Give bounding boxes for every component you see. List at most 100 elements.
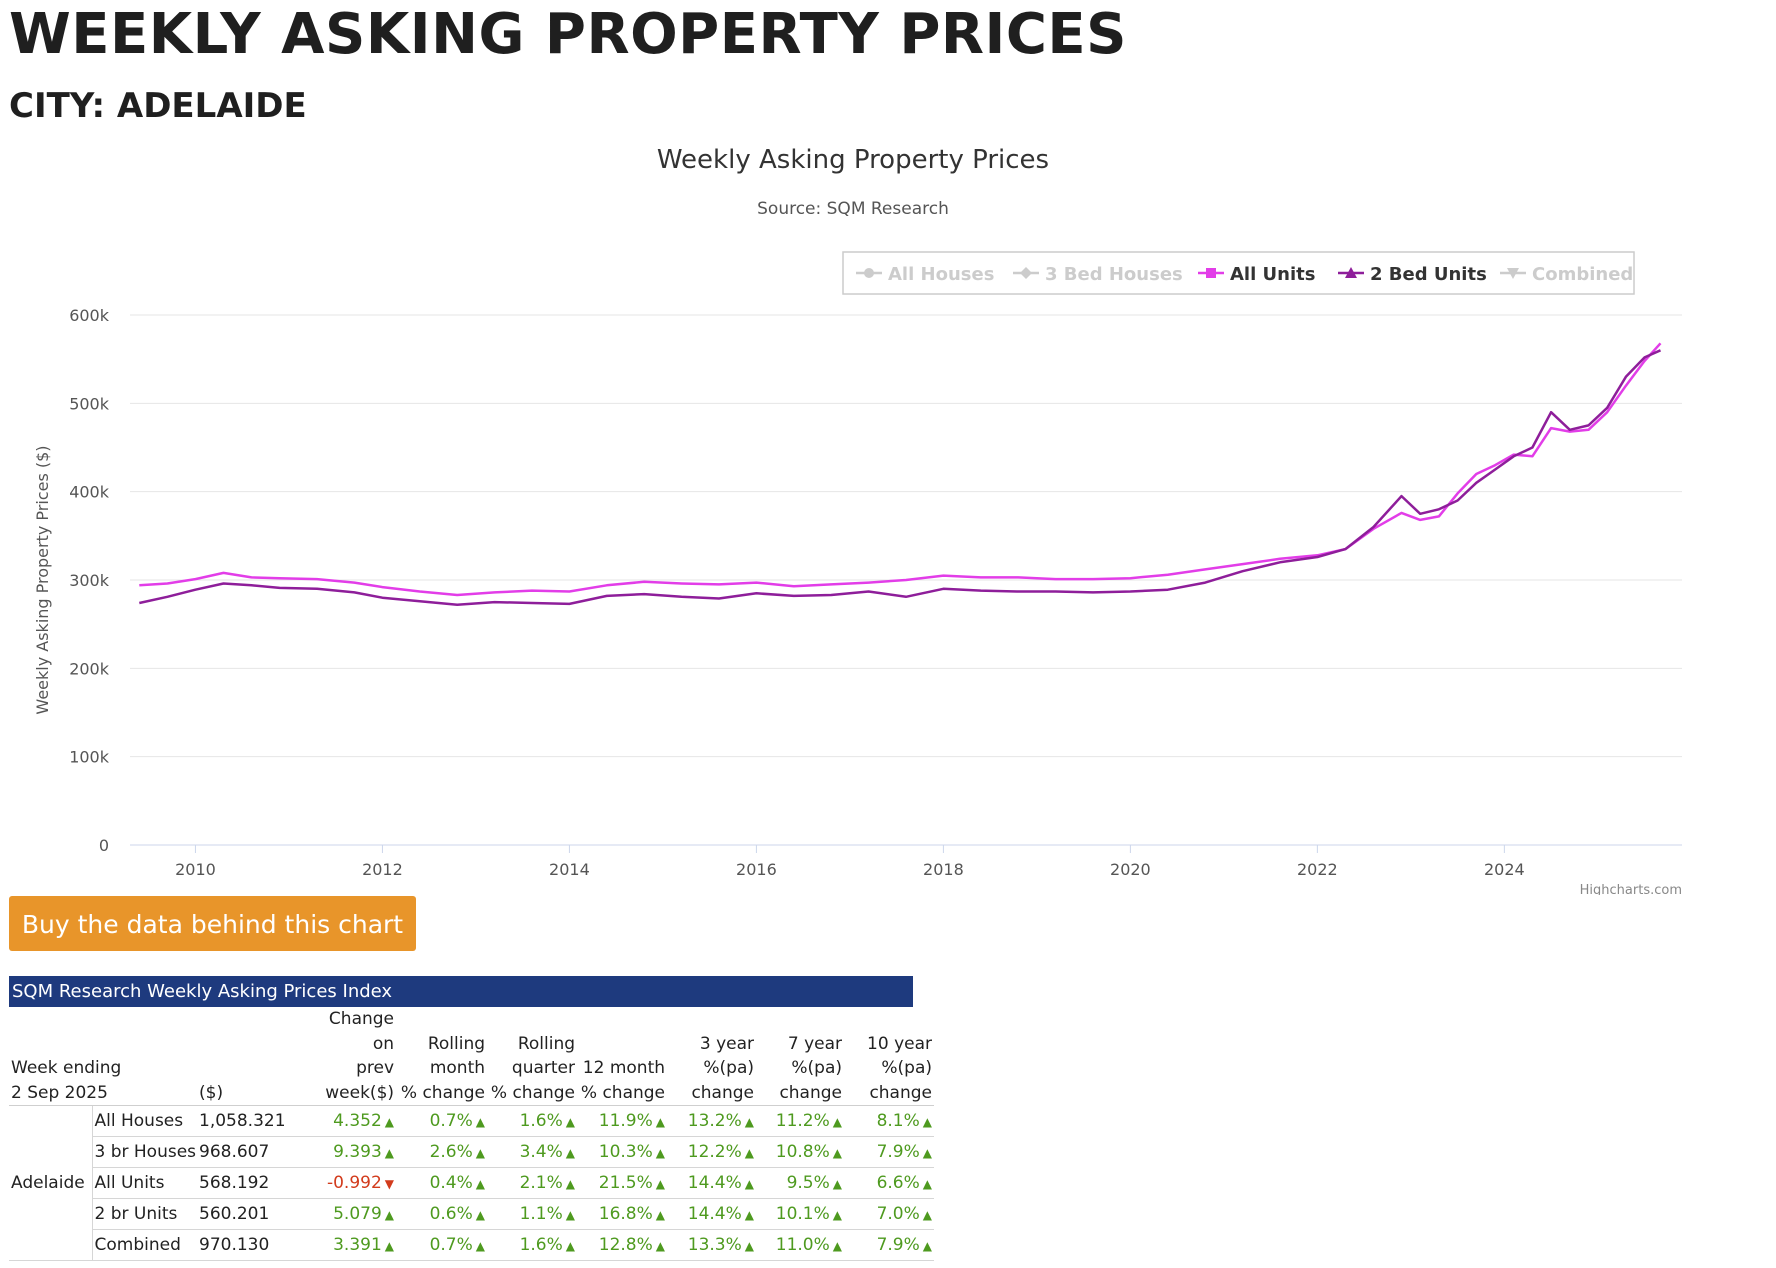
arrow-up-icon: ▲: [832, 1177, 843, 1191]
legend-item-0[interactable]: All Houses: [856, 264, 994, 285]
buy-data-button[interactable]: Buy the data behind this chart: [9, 896, 416, 951]
price-cell: 560.201: [197, 1198, 306, 1230]
arrow-up-icon: ▲: [922, 1177, 933, 1191]
legend-item-1[interactable]: 3 Bed Houses: [1013, 264, 1183, 285]
asking-prices-table: SQM Research Weekly Asking Prices Index …: [9, 976, 935, 1261]
month-change-cell-value: 0.7%: [429, 1235, 473, 1255]
month-change-cell: 0.4% ▲: [396, 1167, 488, 1199]
legend-label: 2 Bed Units: [1370, 264, 1487, 285]
legend-label: 3 Bed Houses: [1045, 264, 1183, 285]
arrow-up-icon: ▲: [565, 1146, 576, 1160]
week-change-cell-value: 9.393: [333, 1142, 382, 1162]
y3-change-cell-value: 13.3%: [687, 1235, 742, 1255]
week-change-cell: 4.352 ▲: [305, 1105, 397, 1137]
legend-item-3[interactable]: 2 Bed Units: [1338, 264, 1487, 285]
y-tick-label: 600k: [69, 306, 110, 325]
arrow-up-icon: ▲: [744, 1239, 755, 1253]
arrow-up-icon: ▲: [744, 1115, 755, 1129]
x-axis-ticks: 2010 2012 2014 2016 2018 2020 2022 2024: [175, 845, 1525, 879]
x-tick-label: 2022: [1297, 860, 1338, 879]
y7-change-cell-value: 11.0%: [775, 1235, 830, 1255]
property-type-cell: 2 br Units: [92, 1198, 198, 1230]
y7-change-cell: 10.8% ▲: [756, 1136, 845, 1168]
arrow-up-icon: ▲: [475, 1115, 486, 1129]
arrow-up-icon: ▲: [922, 1146, 933, 1160]
week-ending-header: Week ending 2 Sep 2025: [9, 1007, 198, 1106]
y10-change-cell-value: 7.9%: [876, 1142, 920, 1162]
y-axis-ticks: 0 100k 200k 300k 400k 500k 600k: [69, 306, 110, 855]
quarter-change-cell: 1.6% ▲: [487, 1105, 578, 1137]
m12-change-cell-value: 21.5%: [598, 1173, 653, 1193]
chart-subtitle: Source: SQM Research: [757, 199, 949, 219]
y3-change-cell-value: 14.4%: [687, 1204, 742, 1224]
city-cell: Adelaide: [9, 1105, 93, 1261]
arrow-up-icon: ▲: [565, 1239, 576, 1253]
y7-change-cell-value: 9.5%: [786, 1173, 830, 1193]
table-row: Adelaide All Houses 1,058.321 4.352 ▲ 0.7% ▲ 1.…: [9, 1105, 935, 1261]
quarter-change-cell-value: 3.4%: [519, 1142, 563, 1162]
arrow-up-icon: ▲: [922, 1115, 933, 1129]
y-tick-label: 200k: [69, 659, 110, 678]
arrow-up-icon: ▲: [475, 1208, 486, 1222]
y10-change-cell: 8.1% ▲: [844, 1105, 935, 1137]
x-tick-label: 2010: [175, 860, 216, 879]
table-row: 2 br Units 560.201 5.079 ▲ 0.6% ▲ 1.1% ▲ 16.8% ▲ 1…: [9, 1198, 935, 1230]
price-cell: 970.130: [197, 1229, 306, 1261]
chart-series: [139, 342, 1662, 606]
week-change-cell: -0.992 ▼: [305, 1167, 397, 1199]
quarter-change-cell-value: 1.6%: [519, 1111, 563, 1131]
square-marker-icon: [1206, 268, 1216, 278]
x-tick-label: 2012: [362, 860, 403, 879]
chart-legend[interactable]: All Houses 3 Bed Houses All Units 2 Bed Uni…: [842, 251, 1635, 295]
price-cell: 968.607: [197, 1136, 306, 1168]
y7-change-cell-value: 11.2%: [775, 1111, 830, 1131]
week-change-cell: 9.393 ▲: [305, 1136, 397, 1168]
m12-change-cell: 10.3% ▲: [577, 1136, 668, 1168]
arrow-up-icon: ▲: [832, 1115, 843, 1129]
quarter-change-cell-value: 2.1%: [519, 1173, 563, 1193]
m12-change-cell: 11.9% ▲: [577, 1105, 668, 1137]
y10-change-cell: 7.9% ▲: [844, 1136, 935, 1168]
property-type-cell-value: All Houses: [94, 1111, 184, 1131]
quarter-change-cell-value: 1.6%: [519, 1235, 563, 1255]
y7-change-cell: 9.5% ▲: [756, 1167, 845, 1199]
legend-item-4[interactable]: Combined: [1500, 264, 1633, 285]
property-type-cell: Combined: [92, 1229, 198, 1261]
month-change-cell-value: 0.4%: [429, 1173, 473, 1193]
table-row: 3 br Houses 968.607 9.393 ▲ 2.6% ▲ 3.4% ▲ 10.3% ▲…: [9, 1136, 935, 1168]
table-title: SQM Research Weekly Asking Prices Index: [9, 976, 913, 1007]
arrow-up-icon: ▲: [744, 1177, 755, 1191]
y-tick-label: 100k: [69, 748, 110, 767]
arrow-up-icon: ▲: [832, 1208, 843, 1222]
property-type-cell-value: Combined: [94, 1235, 181, 1255]
year3-header: 3 year %(pa) change: [667, 1007, 757, 1106]
month-change-cell: 0.7% ▲: [396, 1229, 488, 1261]
x-tick-label: 2024: [1484, 860, 1525, 879]
y10-change-cell: 6.6% ▲: [844, 1167, 935, 1199]
arrow-up-icon: ▲: [922, 1208, 933, 1222]
price-cell-value: 1,058.321: [199, 1111, 286, 1131]
page-title: WEEKLY ASKING PROPERTY PRICES: [9, 2, 1128, 67]
y10-change-cell: 7.0% ▲: [844, 1198, 935, 1230]
arrow-up-icon: ▲: [384, 1239, 395, 1253]
y3-change-cell-value: 14.4%: [687, 1173, 742, 1193]
series-line-0: [139, 342, 1662, 597]
week-change-cell: 3.391 ▲: [305, 1229, 397, 1261]
triangle-down-marker-icon: [1507, 268, 1519, 279]
quarter-change-cell-value: 1.1%: [519, 1204, 563, 1224]
year10-header: 10 year %(pa) change: [844, 1007, 935, 1106]
arrow-up-icon: ▲: [655, 1208, 666, 1222]
rolling-month-header: Rolling month% change: [396, 1007, 488, 1106]
month-change-cell-value: 2.6%: [429, 1142, 473, 1162]
m12-change-cell-value: 12.8%: [598, 1235, 653, 1255]
month-change-cell-value: 0.6%: [429, 1204, 473, 1224]
arrow-up-icon: ▲: [475, 1146, 486, 1160]
x-tick-label: 2018: [923, 860, 964, 879]
price-cell-value: 970.130: [199, 1235, 270, 1255]
arrow-up-icon: ▲: [565, 1208, 576, 1222]
legend-item-2[interactable]: All Units: [1198, 264, 1315, 285]
circle-marker-icon: [864, 268, 874, 278]
chart-credit[interactable]: Highcharts.com: [1580, 883, 1682, 895]
y-axis-label: Weekly Asking Property Prices ($): [33, 445, 52, 714]
arrow-down-icon: ▼: [384, 1177, 395, 1191]
